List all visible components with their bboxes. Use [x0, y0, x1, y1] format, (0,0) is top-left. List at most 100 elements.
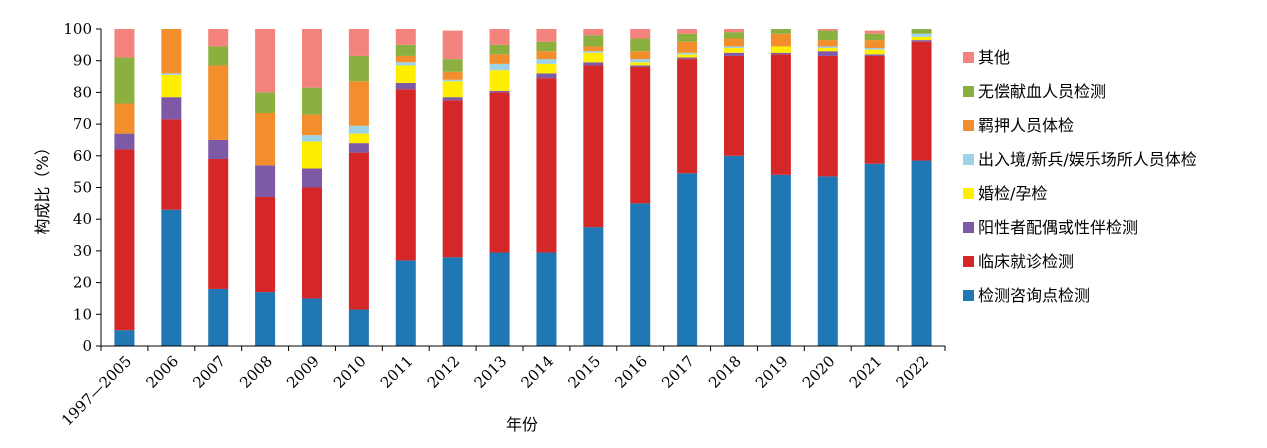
bar-segment-2018-s0 [724, 155, 744, 346]
bar-segment-2021-s0 [864, 163, 885, 346]
x-tick-label: 2009 [283, 352, 323, 392]
bar-segment-2008-s5 [255, 113, 276, 166]
bar-segment-2007-s6 [208, 46, 229, 66]
bar-segment-2008-s0 [255, 292, 276, 346]
bar-segment-2019-s3 [770, 46, 791, 53]
bar-segment-2013-s5 [489, 54, 510, 64]
bar-segment-2018-s5 [724, 38, 744, 47]
bar-segment-2015-s5 [583, 46, 604, 52]
bar-segment-2010-s6 [348, 55, 369, 82]
bar-segment-2013-s2 [489, 90, 510, 93]
bar-segment-2020-s4 [817, 46, 838, 49]
bar-segment-2016-s1 [630, 67, 651, 204]
bar-segment-2011-s0 [395, 260, 416, 346]
bar-segment-2018-s7 [724, 29, 744, 33]
bar-segment-2010-s5 [348, 81, 369, 126]
bar-segment-2020-s3 [817, 48, 838, 52]
bar-segment-2014-s6 [536, 41, 557, 52]
bar-segment-2010-s7 [348, 29, 369, 56]
bar-segment-2011-s3 [395, 65, 416, 83]
x-tick-label: 2017 [658, 352, 698, 392]
x-tick-label: 2013 [471, 352, 511, 392]
bar-segment-2009-s0 [302, 298, 322, 346]
bar-segment-2013-s6 [489, 44, 510, 55]
bar-segment-2008-s6 [255, 92, 276, 114]
bar-segment-2020-s1 [817, 55, 838, 177]
x-tick-label: 2008 [236, 352, 276, 392]
x-tick-label: 2010 [330, 352, 370, 392]
legend-swatch [963, 86, 974, 97]
bar-segment-2021-s5 [864, 40, 885, 49]
bar-segment-2015-s2 [583, 62, 604, 66]
legend-label: 婚检/孕检 [978, 184, 1047, 203]
bar-segment-2007-s2 [208, 139, 229, 159]
bar-segment-2013-s7 [489, 29, 510, 45]
legend-label: 检测咨询点检测 [978, 286, 1090, 305]
legend-swatch [963, 120, 974, 131]
x-tick-label: 2006 [142, 352, 182, 392]
bar-segment-2009-s6 [302, 87, 322, 115]
bar-segment-2010-s2 [348, 143, 369, 153]
bar-segment-2018-s6 [724, 32, 744, 39]
bar-segment-2020-s7 [817, 29, 838, 31]
bar-segment-2017-s5 [677, 41, 698, 53]
bar-segment-2009-s4 [302, 135, 322, 142]
bar-segment-2015-s1 [583, 65, 604, 228]
y-tick-label: 60 [73, 147, 92, 165]
x-axis-label: 年份 [506, 415, 538, 434]
legend-label: 无偿献血人员检测 [978, 82, 1106, 101]
legend-label: 出入境/新兵/娱乐场所人员体检 [978, 150, 1197, 169]
bar-segment-2018-s1 [724, 55, 744, 156]
bar-segment-2006-s0 [161, 209, 182, 346]
legend: 其他无偿献血人员检测羁押人员体检出入境/新兵/娱乐场所人员体检婚检/孕检阳性者配… [963, 48, 1197, 305]
bar-segment-2008-s1 [255, 197, 276, 293]
bar-segment-2022-s3 [911, 36, 932, 41]
bar-segment-2015-s7 [583, 29, 604, 36]
y-tick-label: 10 [73, 305, 92, 323]
bar-segment-2014-s4 [536, 59, 557, 64]
bar-segment-2022-s2 [911, 40, 932, 42]
bar-segment-2007-s1 [208, 158, 229, 289]
y-axis-label: 构成比（%） [33, 139, 52, 234]
bar-segment-2010-s0 [348, 309, 369, 346]
x-tick-label: 2014 [518, 352, 558, 392]
x-tick-label: 2012 [424, 352, 464, 392]
legend-label: 阳性者配偶或性伴检测 [978, 218, 1138, 237]
bar-segment-1997—2005-s5 [114, 103, 135, 134]
bar-segment-2008-s7 [255, 29, 276, 93]
bar-segment-2020-s2 [817, 51, 838, 56]
x-tick-label: 1997—2005 [58, 352, 135, 429]
bar-segment-2022-s6 [911, 29, 932, 34]
bar-segment-2008-s2 [255, 165, 276, 198]
bar-segment-2012-s3 [442, 81, 463, 98]
bar-segment-2021-s2 [864, 54, 885, 56]
bar-segment-2012-s4 [442, 79, 463, 82]
bar-segment-2007-s5 [208, 65, 229, 140]
bar-segment-2018-s2 [724, 52, 744, 56]
bar-segment-2015-s6 [583, 35, 604, 47]
y-tick-label: 20 [73, 274, 92, 292]
bar-segment-2020-s0 [817, 176, 838, 346]
bar-segment-2017-s2 [677, 57, 698, 60]
bar-segment-2017-s4 [677, 52, 698, 55]
bar-segment-2016-s5 [630, 51, 651, 60]
bar-segment-2012-s0 [442, 257, 463, 346]
bar-segment-2016-s3 [630, 62, 651, 66]
bar-segment-2017-s0 [677, 173, 698, 346]
x-tick-label: 2020 [799, 352, 839, 392]
bar-segment-2019-s0 [770, 174, 791, 346]
bar-segment-2017-s6 [677, 33, 698, 42]
x-tick-label: 2016 [611, 352, 651, 392]
bar-segment-2018-s3 [724, 48, 744, 53]
bar-segment-2016-s0 [630, 203, 651, 346]
legend-label: 临床就诊检测 [978, 252, 1074, 271]
bar-segment-2014-s3 [536, 63, 557, 74]
bar-segment-2021-s7 [864, 30, 885, 34]
bar-segment-2017-s7 [677, 29, 698, 34]
bar-segment-2015-s4 [583, 51, 604, 53]
bar-segment-2018-s4 [724, 46, 744, 49]
bar-segment-2006-s2 [161, 97, 182, 120]
y-tick-label: 70 [73, 115, 92, 133]
bar-segment-1997—2005-s1 [114, 149, 135, 331]
